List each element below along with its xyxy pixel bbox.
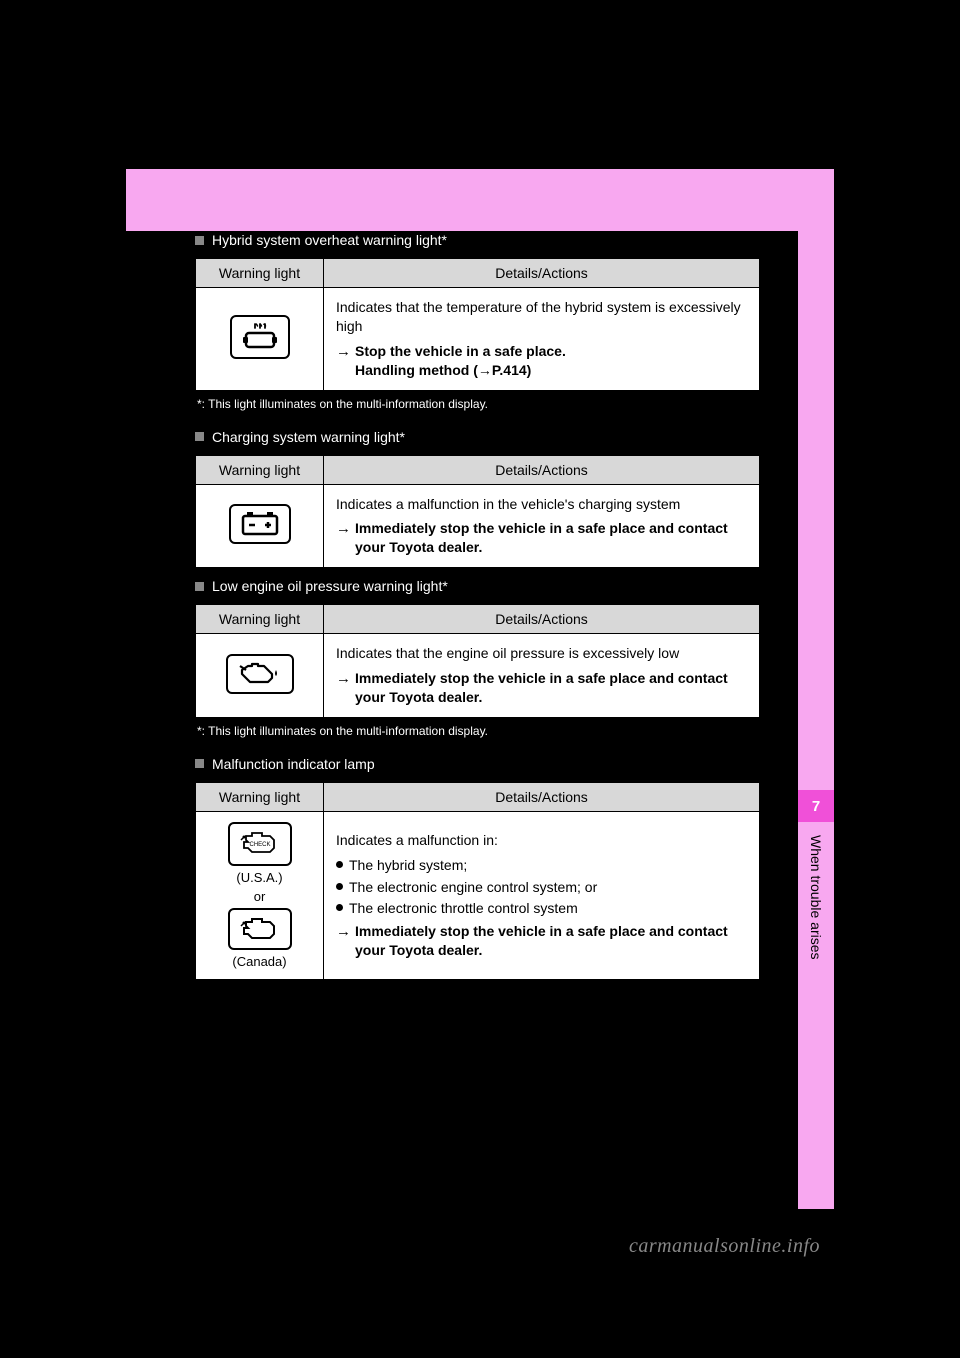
arrow-icon: → (336, 520, 351, 537)
section-heading: Malfunction indicator lamp (195, 756, 760, 772)
bullet-item: The electronic engine control system; or (336, 878, 747, 897)
description: Indicates that the engine oil pressure i… (336, 644, 747, 663)
action: → Stop the vehicle in a safe place.Handl… (336, 342, 747, 380)
light-cell (196, 484, 324, 568)
description: Indicates that the temperature of the hy… (336, 298, 747, 336)
square-bullet-icon (195, 432, 204, 441)
col-header-details: Details/Actions (324, 605, 760, 634)
page: 7 When trouble arises Hybrid system over… (0, 0, 960, 1358)
table-row: Indicates that the engine oil pressure i… (196, 634, 760, 718)
table-row: CHECK (U.S.A.) or (196, 811, 760, 979)
action: → Immediately stop the vehicle in a safe… (336, 669, 747, 707)
action-text: Stop the vehicle in a safe place.Handlin… (355, 342, 566, 380)
footnote: *: This light illuminates on the multi-i… (197, 724, 760, 738)
canada-label: (Canada) (232, 954, 286, 969)
svg-text:CHECK: CHECK (249, 842, 270, 848)
detail-cell: Indicates a malfunction in: The hybrid s… (324, 811, 760, 979)
light-cell: CHECK (U.S.A.) or (196, 811, 324, 979)
bullet-text: The electronic throttle control system (349, 899, 578, 918)
oil-icon (226, 654, 294, 694)
warning-table: Warning light Details/Actions (195, 455, 760, 569)
chapter-label: When trouble arises (808, 835, 824, 960)
bullet-icon (336, 904, 343, 911)
square-bullet-icon (195, 236, 204, 245)
chapter-tab: 7 (798, 790, 834, 822)
col-header-light: Warning light (196, 605, 324, 634)
bullet-text: The electronic engine control system; or (349, 878, 597, 897)
section-heading: Charging system warning light* (195, 429, 760, 445)
light-cell (196, 288, 324, 391)
warning-table: Warning light Details/Actions (195, 258, 760, 391)
chapter-label-container: When trouble arises (798, 835, 834, 1035)
overheat-icon (230, 315, 290, 359)
section-heading: Low engine oil pressure warning light* (195, 578, 760, 594)
square-bullet-icon (195, 582, 204, 591)
action: → Immediately stop the vehicle in a safe… (336, 922, 747, 960)
mil-icon-group: CHECK (U.S.A.) or (200, 822, 319, 969)
detail-cell: Indicates that the temperature of the hy… (324, 288, 760, 391)
arrow-icon: → (336, 923, 351, 940)
bullet-item: The hybrid system; (336, 856, 747, 875)
bullet-icon (336, 883, 343, 890)
usa-label: (U.S.A.) (236, 870, 282, 885)
square-bullet-icon (195, 759, 204, 768)
section-title: Malfunction indicator lamp (212, 756, 375, 772)
side-strip (798, 169, 834, 1209)
col-header-light: Warning light (196, 259, 324, 288)
col-header-details: Details/Actions (324, 455, 760, 484)
detail-cell: Indicates that the engine oil pressure i… (324, 634, 760, 718)
light-cell (196, 634, 324, 718)
col-header-details: Details/Actions (324, 259, 760, 288)
warning-table: Warning light Details/Actions Indicates … (195, 604, 760, 718)
section-title: Charging system warning light* (212, 429, 405, 445)
section-heading: Hybrid system overheat warning light* (195, 232, 760, 248)
col-header-details: Details/Actions (324, 782, 760, 811)
bullet-icon (336, 861, 343, 868)
chapter-number: 7 (812, 798, 820, 815)
content: Hybrid system overheat warning light* Wa… (195, 232, 760, 980)
section-title: Low engine oil pressure warning light* (212, 578, 448, 594)
description: Indicates a malfunction in the vehicle's… (336, 495, 747, 514)
detail-cell: Indicates a malfunction in the vehicle's… (324, 484, 760, 568)
check-engine-canada-icon (228, 908, 292, 950)
action-text: Immediately stop the vehicle in a safe p… (355, 519, 747, 557)
or-label: or (254, 889, 266, 904)
header-strip (126, 169, 834, 231)
action-text: Immediately stop the vehicle in a safe p… (355, 922, 747, 960)
footnote: *: This light illuminates on the multi-i… (197, 397, 760, 411)
watermark: carmanualsonline.info (629, 1235, 820, 1258)
bullet-text: The hybrid system; (349, 856, 467, 875)
col-header-light: Warning light (196, 455, 324, 484)
battery-icon (229, 504, 291, 544)
arrow-icon: → (336, 343, 351, 360)
table-row: Indicates that the temperature of the hy… (196, 288, 760, 391)
action: → Immediately stop the vehicle in a safe… (336, 519, 747, 557)
arrow-icon: → (336, 670, 351, 687)
action-text: Immediately stop the vehicle in a safe p… (355, 669, 747, 707)
description: Indicates a malfunction in: (336, 831, 747, 850)
warning-table: Warning light Details/Actions CHECK (195, 782, 760, 980)
check-engine-usa-icon: CHECK (228, 822, 292, 866)
section-title: Hybrid system overheat warning light* (212, 232, 447, 248)
table-row: Indicates a malfunction in the vehicle's… (196, 484, 760, 568)
col-header-light: Warning light (196, 782, 324, 811)
bullet-item: The electronic throttle control system (336, 899, 747, 918)
